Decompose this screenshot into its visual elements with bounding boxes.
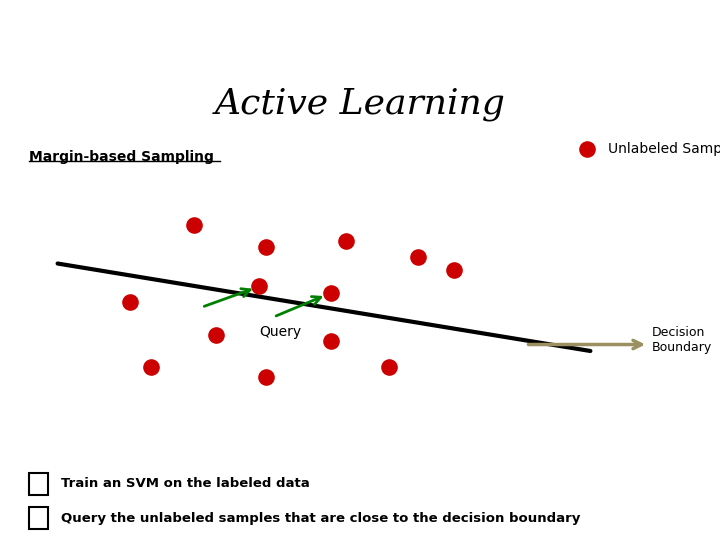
Point bbox=[145, 363, 157, 372]
Point bbox=[581, 144, 593, 153]
Point bbox=[412, 253, 423, 261]
Text: FLORIDA STATE UNIVERSITY: FLORIDA STATE UNIVERSITY bbox=[22, 26, 196, 36]
Text: Query the unlabeled samples that are close to the decision boundary: Query the unlabeled samples that are clo… bbox=[61, 511, 580, 524]
Bar bbox=[29, 507, 48, 529]
Text: Unlabeled Samples: Unlabeled Samples bbox=[608, 141, 720, 156]
Point bbox=[261, 373, 272, 381]
Point bbox=[448, 266, 459, 274]
Text: Active Learning: Active Learning bbox=[215, 87, 505, 121]
Point bbox=[210, 330, 222, 339]
Bar bbox=[29, 472, 48, 495]
Text: Train an SVM on the labeled data: Train an SVM on the labeled data bbox=[61, 477, 310, 490]
Point bbox=[253, 282, 265, 291]
Text: Decision
Boundary: Decision Boundary bbox=[652, 326, 712, 354]
Text: Query: Query bbox=[260, 325, 302, 339]
Text: Margin-based Sampling: Margin-based Sampling bbox=[29, 150, 214, 164]
Point bbox=[325, 337, 337, 346]
Point bbox=[325, 288, 337, 297]
Point bbox=[383, 363, 395, 372]
Point bbox=[124, 298, 135, 307]
Point bbox=[340, 237, 351, 245]
Point bbox=[261, 243, 272, 252]
Point bbox=[189, 220, 200, 229]
